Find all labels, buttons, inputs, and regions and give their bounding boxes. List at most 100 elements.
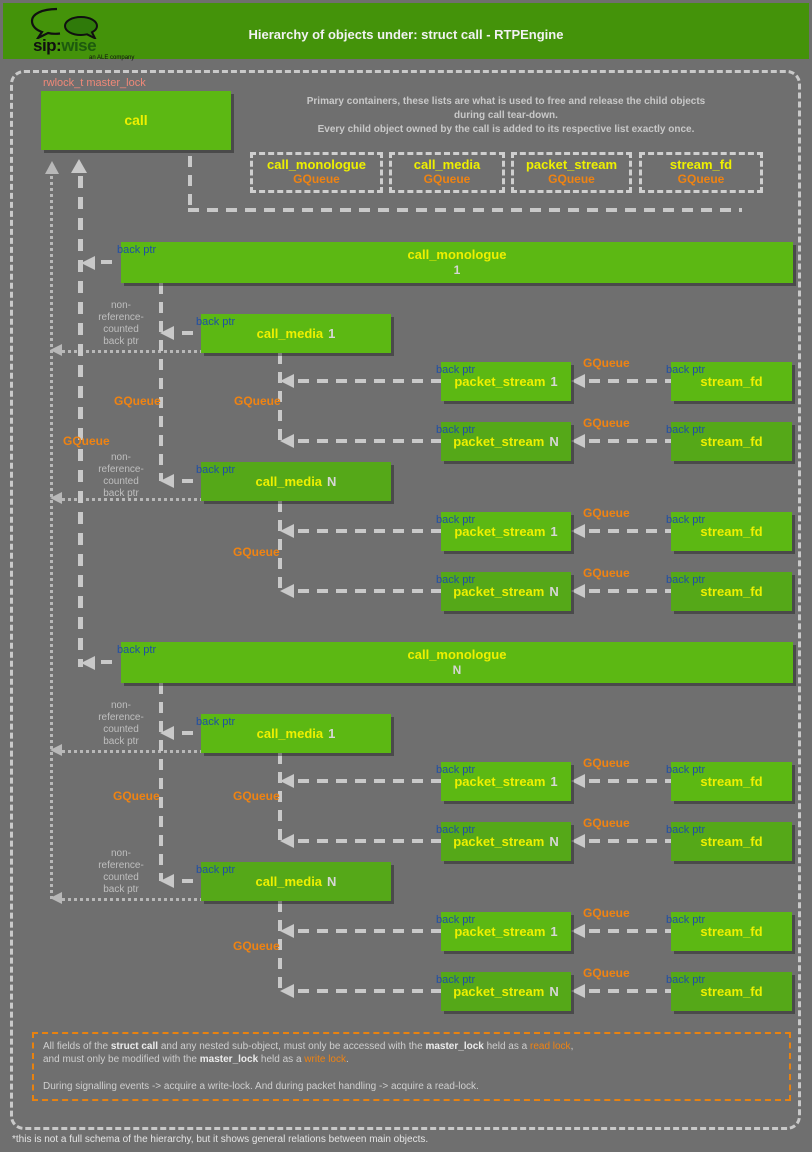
logo-tagline: an ALE company: [89, 55, 135, 61]
arrow-left-icon: [280, 434, 294, 448]
connector-psN-upper1-backptr: [298, 439, 441, 443]
arrow-left-icon: [571, 924, 585, 938]
gqueue-label: GQueue: [583, 356, 630, 370]
back-ptr-label: back ptr: [117, 244, 157, 256]
gqueue-label: GQueue: [233, 545, 280, 559]
back-ptr-label: back ptr: [436, 574, 476, 586]
logo-wordmark: sip:wise: [33, 36, 97, 56]
back-ptr-label: back ptr: [196, 864, 236, 876]
box-suffix: 1: [550, 524, 558, 539]
container-stream-fd-gqueue: stream_fd GQueue: [639, 152, 763, 193]
note-master-lock: master_lock: [425, 1041, 484, 1052]
connector-ps1-lower1-backptr: [298, 779, 441, 783]
box-label: stream_fd: [700, 374, 763, 389]
box-label: packet_stream: [454, 924, 546, 939]
back-ptr-label: back ptr: [666, 514, 706, 526]
container-type: GQueue: [548, 172, 595, 186]
gqueue-label: GQueue: [583, 906, 630, 920]
gqueue-label: GQueue: [583, 966, 630, 980]
box-label: stream_fd: [700, 774, 763, 789]
connector-sf-upper1b: [589, 439, 671, 443]
back-ptr-label: back ptr: [666, 974, 706, 986]
connector-psN-lower1-backptr: [298, 839, 441, 843]
gqueue-label: GQueue: [583, 416, 630, 430]
container-name: call_media: [413, 157, 481, 172]
box-call-media-1-upper: call_media 1: [201, 314, 391, 353]
header-bar: sip:wise an ALE company Hierarchy of obj…: [3, 3, 809, 61]
nonref-backptr-label: non- reference- counted back ptr: [81, 300, 161, 348]
back-ptr-label: back ptr: [196, 716, 236, 728]
connector-nonref-media1-lower: [56, 750, 201, 753]
box-label: stream_fd: [700, 434, 763, 449]
note-line-2: and must only be modified with the maste…: [43, 1053, 780, 1066]
connector-mediaN-lower-backptr: [182, 879, 200, 883]
gqueue-label: GQueue: [583, 506, 630, 520]
box-packet-stream-1-l1: packet_stream 1: [441, 762, 571, 801]
box-suffix: N: [549, 584, 559, 599]
connector-nonref-mediaN-upper: [56, 498, 201, 501]
nonref-backptr-label: non- reference- counted back ptr: [81, 848, 161, 896]
arrow-left-icon: [571, 524, 585, 538]
note-text: held as a: [483, 1041, 530, 1052]
connector-monologue-backptr-trunk: [78, 176, 83, 667]
note-struct-call: struct call: [110, 1041, 159, 1052]
note-text: ,: [570, 1041, 574, 1052]
box-stream-fd-l4: stream_fd: [671, 972, 792, 1011]
box-label: packet_stream: [453, 434, 545, 449]
connector-media1-lower-streams: [278, 753, 282, 841]
back-ptr-label: back ptr: [666, 364, 706, 376]
nonref-line: reference-: [98, 464, 144, 475]
speech-bubbles-icon: [30, 7, 99, 41]
container-name: stream_fd: [669, 157, 733, 172]
arrow-up-icon: [45, 161, 59, 174]
connector-ps1-lower2-backptr: [298, 929, 441, 933]
note-read-lock: read lock: [529, 1041, 571, 1052]
intro-line-2: during call tear-down.: [454, 110, 558, 121]
arrow-left-icon: [50, 892, 62, 904]
arrow-left-icon: [160, 726, 174, 740]
gqueue-label: GQueue: [583, 816, 630, 830]
connector-monologueN-backptr: [101, 660, 119, 664]
box-call-media-N-lower: call_media N: [201, 862, 391, 901]
container-type: GQueue: [293, 172, 340, 186]
sipwise-logo: sip:wise an ALE company: [29, 7, 179, 61]
box-call-monologue-1: call_monologue 1: [121, 242, 793, 283]
intro-line-3: Every child object owned by the call is …: [317, 124, 695, 135]
box-stream-fd-u3: stream_fd: [671, 512, 792, 551]
note-text: All fields of the: [43, 1041, 111, 1052]
container-type: GQueue: [423, 172, 471, 186]
back-ptr-label: back ptr: [436, 364, 476, 376]
box-call-media-1-lower: call_media 1: [201, 714, 391, 753]
back-ptr-label: back ptr: [666, 574, 706, 586]
connector-psN-lower2-backptr: [298, 989, 441, 993]
box-label: packet_stream: [454, 524, 546, 539]
arrow-left-icon: [50, 492, 62, 504]
arrow-up-icon: [71, 159, 87, 173]
box-stream-fd-l1: stream_fd: [671, 762, 792, 801]
intro-line-1: Primary containers, these lists are what…: [306, 96, 706, 107]
arrow-left-icon: [81, 256, 95, 270]
box-suffix: 1: [328, 326, 336, 341]
note-text: held as a: [258, 1054, 305, 1065]
connector-sf-upper2a: [589, 529, 671, 533]
note-line-1: All fields of the struct call and any ne…: [43, 1040, 780, 1053]
connector-media1-upper-streams: [278, 353, 282, 441]
arrow-left-icon: [280, 524, 294, 538]
box-suffix: N: [549, 834, 559, 849]
nonref-line: counted: [103, 724, 139, 735]
nonref-line: back ptr: [103, 736, 139, 747]
box-packet-stream-1-l2: packet_stream 1: [441, 912, 571, 951]
arrow-left-icon: [571, 584, 585, 598]
connector-sf-lower1b: [589, 839, 671, 843]
connector-sf-lower2a: [589, 929, 671, 933]
box-packet-stream-1-u1: packet_stream 1: [441, 362, 571, 401]
gqueue-label: GQueue: [113, 789, 160, 803]
note-text: and must only be modified with the: [43, 1054, 200, 1065]
gqueue-label: GQueue: [583, 566, 630, 580]
back-ptr-label: back ptr: [666, 764, 706, 776]
box-label: call_monologue: [407, 247, 507, 262]
back-ptr-label: back ptr: [666, 824, 706, 836]
nonref-line: reference-: [98, 312, 144, 323]
box-call-monologue-N: call_monologue N: [121, 642, 793, 683]
